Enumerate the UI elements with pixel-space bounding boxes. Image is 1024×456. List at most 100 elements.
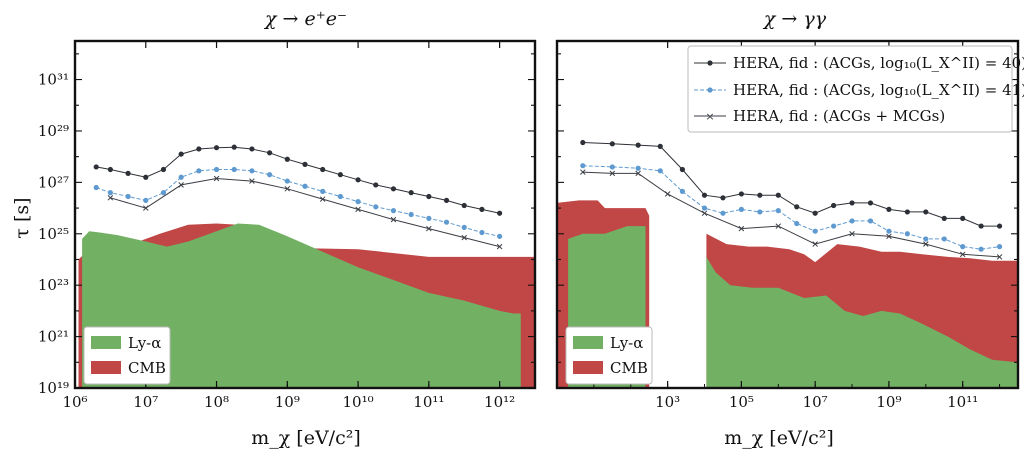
data-point-fid41	[609, 164, 615, 170]
data-point-mcg	[849, 231, 855, 237]
x-tick-label: 10⁷	[133, 393, 158, 411]
data-point-fid41	[160, 190, 167, 196]
region-lya	[568, 226, 1018, 388]
x-tick-label: 10¹⁰	[343, 393, 374, 411]
data-point-fid41	[580, 163, 586, 169]
legend-swatch-lya	[573, 336, 603, 349]
y-tick-label: 10²⁷	[38, 173, 69, 191]
data-point-fid41	[479, 229, 485, 236]
data-point-fid40	[231, 144, 237, 150]
data-point-fid41	[996, 244, 1003, 250]
data-point-fid41	[679, 188, 685, 194]
data-point-fid41	[355, 199, 361, 205]
series-legend-box	[687, 45, 1013, 133]
data-point-fid41	[849, 218, 855, 224]
data-point-fid40	[996, 223, 1003, 229]
data-point-fid40	[812, 210, 818, 216]
data-point-fid40	[390, 186, 397, 192]
y-tick-label: 10²⁵	[38, 225, 69, 243]
data-point-fid40	[960, 215, 966, 221]
data-point-fid40	[373, 182, 379, 188]
panel-right-regions	[557, 200, 1018, 388]
data-point-fid41	[231, 166, 237, 173]
data-point-fid41	[701, 205, 708, 211]
series-legend-label-mcg: HERA, fid : (ACGs + MCGs)	[733, 107, 945, 125]
data-point-fid40	[355, 177, 361, 183]
panel-left: 10⁶ 10⁷ 10⁸ 10⁹ 10¹⁰ 10¹¹ 10¹² 10¹⁹ 10²¹ 10²³ 10²⁵…	[38, 39, 537, 411]
data-point-fid41	[794, 220, 800, 227]
series-line-fid41	[96, 169, 500, 237]
data-point-mcg	[319, 196, 326, 202]
data-point-fid40	[720, 195, 726, 201]
data-point-fid40	[143, 174, 149, 180]
data-point-fid40	[461, 202, 467, 209]
data-point-fid41	[978, 246, 984, 252]
data-point-fid40	[701, 192, 708, 198]
data-point-fid41	[373, 204, 379, 210]
data-point-mcg	[213, 175, 220, 182]
panel-left-series	[93, 144, 503, 250]
data-point-mcg	[107, 195, 114, 201]
data-point-fid41	[284, 178, 290, 184]
data-point-mcg	[143, 205, 149, 211]
data-point-fid41	[125, 193, 131, 200]
panel-left-title: χ → e⁺e⁻	[263, 8, 347, 30]
data-point-fid40	[249, 146, 255, 152]
data-point-fid40	[443, 197, 450, 203]
data-point-fid41	[461, 224, 467, 230]
data-point-mcg	[461, 234, 467, 241]
data-point-mcg	[178, 182, 184, 188]
data-point-fid41	[408, 211, 414, 218]
data-point-fid40	[580, 139, 586, 146]
series-legend-marker-fid41	[707, 87, 713, 93]
data-point-fid41	[196, 168, 202, 174]
data-point-fid41	[757, 209, 763, 215]
panel-right: 10³ 10⁵ 10⁷ 10⁹ 10¹¹ Ly-α CMB HERA, fid : (A…	[555, 39, 1024, 411]
data-point-fid41	[886, 228, 892, 234]
data-point-fid40	[757, 192, 763, 198]
data-point-fid41	[867, 218, 874, 224]
x-tick-label: 10⁵	[729, 393, 754, 411]
data-point-fid40	[886, 206, 892, 212]
x-tick-label: 10³	[655, 393, 680, 411]
x-tick-label: 10⁶	[62, 393, 87, 411]
series-legend-label-fid40: HERA, fid : (ACGs, log₁₀(L_X^II) = 40)	[733, 54, 1024, 72]
panel-left-frame	[73, 39, 537, 390]
x-tick-label: 10¹¹	[413, 393, 444, 411]
data-point-fid40	[320, 166, 326, 173]
panel-right-series	[580, 139, 1003, 260]
x-tick-label: 10⁷	[803, 393, 828, 411]
data-point-fid41	[320, 188, 326, 194]
panel-right-ticks: 10³ 10⁵ 10⁷ 10⁹ 10¹¹	[556, 41, 1018, 411]
data-point-fid41	[812, 228, 818, 234]
data-point-fid41	[720, 210, 726, 216]
data-point-fid41	[443, 219, 450, 225]
data-point-fid41	[213, 166, 220, 173]
series-legend-marker-fid40	[707, 60, 713, 66]
y-tick-label: 10²¹	[38, 328, 69, 346]
data-point-fid40	[497, 210, 503, 216]
data-point-fid40	[635, 142, 641, 148]
data-point-fid40	[904, 209, 910, 215]
data-point-mcg	[390, 216, 397, 223]
data-point-fid41	[426, 215, 432, 221]
y-tick-label: 10¹⁹	[38, 379, 69, 397]
data-point-mcg	[355, 206, 361, 213]
data-point-fid40	[302, 161, 308, 167]
data-point-fid41	[390, 208, 397, 214]
data-point-fid41	[635, 165, 641, 171]
legend-label-lya: Ly-α	[610, 334, 643, 352]
data-point-fid40	[178, 151, 184, 157]
data-point-fid41	[107, 190, 113, 196]
data-point-mcg	[635, 170, 641, 177]
y-axis-label: τ [s]	[11, 197, 33, 238]
data-point-mcg	[959, 251, 966, 258]
data-point-fid41	[497, 233, 503, 239]
x-tick-label: 10⁹	[275, 393, 300, 411]
data-point-mcg	[923, 241, 929, 247]
data-point-fid41	[302, 183, 308, 189]
data-point-fid41	[337, 193, 343, 200]
data-point-fid40	[923, 209, 929, 215]
series-legend-marker-mcg: ×	[705, 110, 714, 123]
